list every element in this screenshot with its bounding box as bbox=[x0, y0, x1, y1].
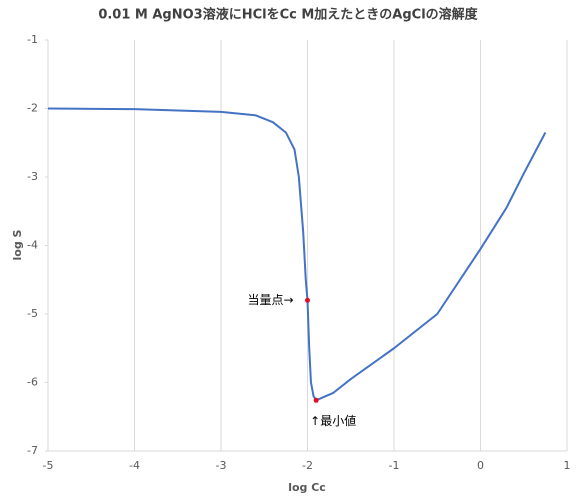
annotation: ↑最小値 bbox=[310, 413, 356, 428]
y-tick-label: -2 bbox=[27, 102, 38, 115]
y-tick-label: -7 bbox=[27, 444, 38, 457]
marker bbox=[305, 297, 310, 303]
y-tick-label: -5 bbox=[27, 307, 38, 320]
x-tick-label: 0 bbox=[477, 459, 484, 472]
x-tick-label: -4 bbox=[129, 459, 140, 472]
y-tick-label: -4 bbox=[27, 239, 38, 252]
y-tick-label: -1 bbox=[27, 33, 38, 46]
x-tick-label: -2 bbox=[302, 459, 313, 472]
y-axis-label: log S bbox=[11, 229, 24, 260]
marker bbox=[313, 397, 319, 403]
x-axis-label: log Cc bbox=[288, 481, 326, 494]
line-series bbox=[47, 107, 547, 402]
x-tick-label: 1 bbox=[564, 459, 571, 472]
x-tick-label: -5 bbox=[43, 459, 54, 472]
y-tick-label: -3 bbox=[27, 170, 38, 183]
x-tick-label: -1 bbox=[389, 459, 400, 472]
y-tick-label: -6 bbox=[27, 376, 38, 389]
chart-title: 0.01 M AgNO3溶液にHClをCc M加えたときのAgClの溶解度 bbox=[98, 7, 478, 23]
annotation: 当量点→ bbox=[247, 293, 293, 307]
x-tick-label: -3 bbox=[216, 459, 227, 472]
